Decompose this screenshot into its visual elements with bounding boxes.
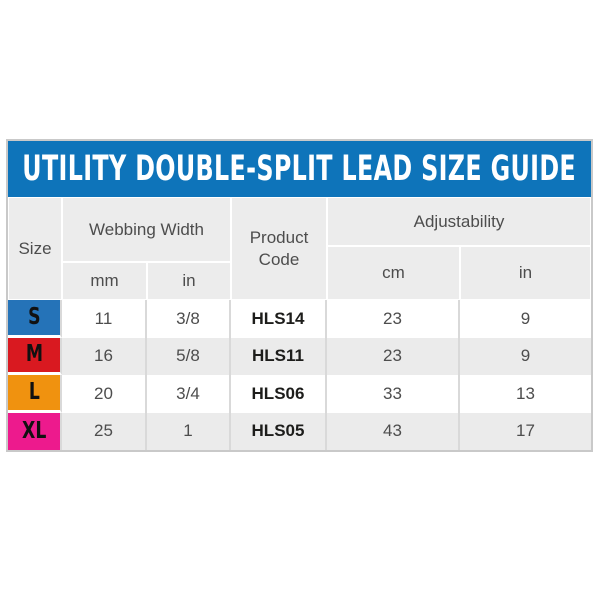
cell-webbing-in: 3/8 <box>147 300 231 338</box>
column-header-adjust-cm: cm <box>327 246 460 300</box>
size-swatch: S <box>8 300 62 338</box>
cell-adjust-cm: 33 <box>327 375 460 413</box>
column-header-size: Size <box>8 197 62 300</box>
column-header-webbing-in: in <box>147 262 231 300</box>
size-swatch: M <box>8 337 62 375</box>
guide-title: UTILITY DOUBLE-SPLIT LEAD SIZE GUIDE <box>22 148 577 189</box>
table-row: L 20 3/4 HLS06 33 13 <box>8 375 591 413</box>
cell-webbing-mm: 25 <box>62 412 147 450</box>
column-header-webbing-width: Webbing Width <box>62 197 231 262</box>
cell-adjust-in: 9 <box>520 308 531 328</box>
cell-webbing-mm: 20 <box>62 375 147 413</box>
cell-adjust-cm: 23 <box>327 337 460 375</box>
size-label: S <box>27 303 41 330</box>
column-header-adjustability: Adjustability <box>327 197 591 246</box>
table-header: Size Webbing Width mm in Product Code Ad… <box>8 197 591 300</box>
cell-product-code: HLS06 <box>231 375 327 413</box>
size-label: L <box>28 378 40 405</box>
size-label: XL <box>21 417 47 444</box>
table-row: M 16 5/8 HLS11 23 9 <box>8 337 591 375</box>
title-bar: UTILITY DOUBLE-SPLIT LEAD SIZE GUIDE <box>8 141 591 197</box>
cell-adjust-cm: 23 <box>327 300 460 338</box>
cell-webbing-in: 1 <box>147 412 231 450</box>
cell-webbing-in: 3/4 <box>147 375 231 413</box>
cell-adjust-in: 17 <box>516 421 535 441</box>
cell-product-code: HLS11 <box>231 337 327 375</box>
cell-adjust-cm: 43 <box>327 412 460 450</box>
size-guide-table: UTILITY DOUBLE-SPLIT LEAD SIZE GUIDE Siz… <box>6 139 593 452</box>
cell-webbing-mm: 11 <box>62 300 147 338</box>
table-row: S 11 3/8 HLS14 23 9 <box>8 300 591 338</box>
size-label: M <box>25 341 43 368</box>
cell-product-code: HLS14 <box>231 300 327 338</box>
size-swatch: L <box>8 375 62 413</box>
column-header-webbing-mm: mm <box>62 262 147 300</box>
table-body: S 11 3/8 HLS14 23 9 M 16 5/8 HLS11 23 9 <box>8 300 591 450</box>
cell-webbing-mm: 16 <box>62 337 147 375</box>
cell-adjust-in: 9 <box>520 346 531 366</box>
table-row: XL 25 1 HLS05 43 17 <box>8 412 591 450</box>
column-header-product-code: Product Code <box>231 197 327 300</box>
size-swatch: XL <box>8 412 62 450</box>
cell-adjust-in: 13 <box>516 383 535 403</box>
column-header-adjust-in: in <box>460 246 591 300</box>
cell-webbing-in: 5/8 <box>147 337 231 375</box>
cell-product-code: HLS05 <box>231 412 327 450</box>
